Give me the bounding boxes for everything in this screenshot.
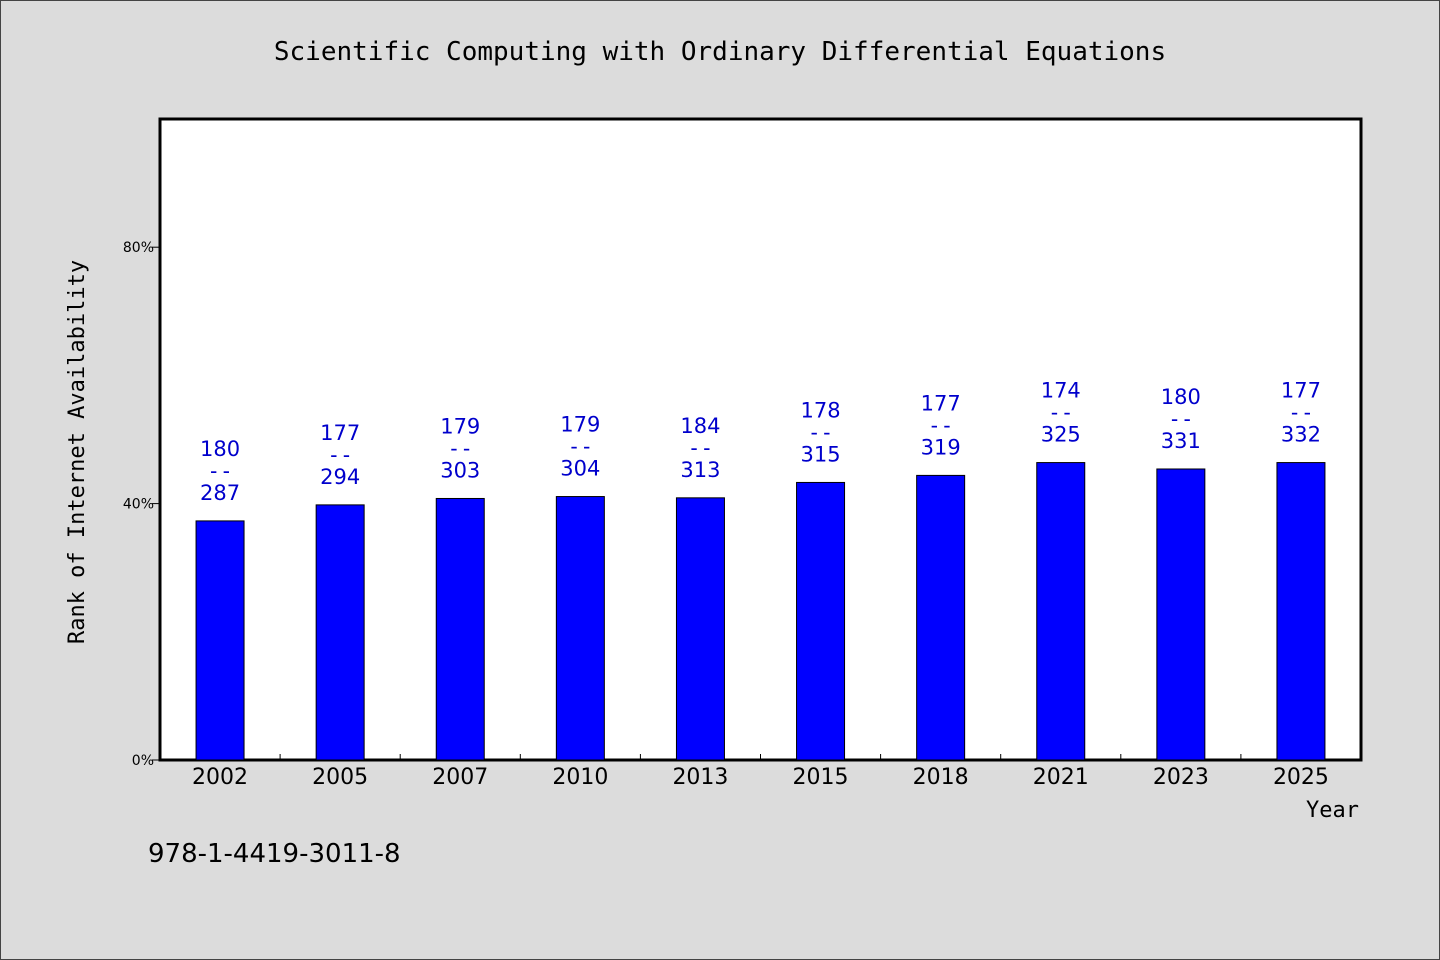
data-label-top: 179 xyxy=(560,413,600,437)
data-label-top: 184 xyxy=(680,414,720,438)
bar xyxy=(555,496,605,761)
data-label-top: 179 xyxy=(440,414,480,438)
data-label-top: 177 xyxy=(1281,379,1321,403)
data-label-bottom: 303 xyxy=(440,458,480,482)
bar xyxy=(195,520,245,761)
data-label-bottom: 304 xyxy=(560,457,600,481)
data-label-bottom: 319 xyxy=(921,435,961,459)
bars-group xyxy=(195,462,1326,761)
data-label-top: 174 xyxy=(1041,379,1081,403)
x-tick-label: 2007 xyxy=(432,765,488,790)
y-tick-label: 40% xyxy=(123,497,154,513)
data-label-bottom: 332 xyxy=(1281,423,1321,447)
y-tick-label: 80% xyxy=(123,240,154,256)
data-label-separator: -- xyxy=(448,436,473,460)
data-label-top: 180 xyxy=(200,437,240,461)
bar xyxy=(315,504,365,761)
data-label-separator: -- xyxy=(1168,407,1193,431)
data-label-separator: -- xyxy=(207,459,232,483)
data-label-bottom: 294 xyxy=(320,465,360,489)
data-labels-group: 180--287177--294179--303179--304184--313… xyxy=(200,379,1321,505)
data-label-separator: -- xyxy=(1048,401,1073,425)
bar xyxy=(435,497,485,761)
x-tick-label: 2010 xyxy=(552,765,608,790)
isbn-text: 978-1-4419-3011-8 xyxy=(148,839,401,869)
data-label-top: 178 xyxy=(801,398,841,422)
y-axis-label: Rank of Internet Availability xyxy=(65,260,90,644)
data-label-separator: -- xyxy=(808,420,833,444)
x-tick-label: 2015 xyxy=(793,765,849,790)
x-tick-label: 2018 xyxy=(913,765,969,790)
data-label-bottom: 331 xyxy=(1161,429,1201,453)
data-label-bottom: 325 xyxy=(1041,423,1081,447)
x-axis: 2002 2005 2007 2010 2013 2015 2018 2021 2023 2025 xyxy=(192,754,1329,790)
data-label-separator: -- xyxy=(1288,401,1313,425)
data-label-bottom: 315 xyxy=(801,442,841,466)
data-label-top: 177 xyxy=(921,391,961,415)
y-axis: 0% 40% 80% xyxy=(123,240,160,769)
bar xyxy=(675,497,725,761)
data-label-top: 177 xyxy=(320,421,360,445)
x-tick-label: 2025 xyxy=(1273,765,1329,790)
bar xyxy=(1156,468,1206,761)
data-label-separator: -- xyxy=(928,413,953,437)
x-tick-label: 2013 xyxy=(672,765,728,790)
bar xyxy=(1036,462,1086,761)
x-tick-label: 2021 xyxy=(1033,765,1089,790)
bar xyxy=(916,474,966,761)
data-label-bottom: 313 xyxy=(680,458,720,482)
y-tick-label: 0% xyxy=(132,753,154,769)
x-tick-label: 2023 xyxy=(1153,765,1209,790)
data-label-separator: -- xyxy=(328,443,353,467)
x-tick-label: 2005 xyxy=(312,765,368,790)
data-label-separator: -- xyxy=(568,435,593,459)
x-axis-label: Year xyxy=(1306,798,1359,823)
bar xyxy=(796,481,846,761)
x-tick-label: 2002 xyxy=(192,765,248,790)
data-label-bottom: 287 xyxy=(200,481,240,505)
bar xyxy=(1276,462,1326,761)
data-label-separator: -- xyxy=(688,436,713,460)
data-label-top: 180 xyxy=(1161,385,1201,409)
chart-title: Scientific Computing with Ordinary Diffe… xyxy=(274,37,1166,67)
